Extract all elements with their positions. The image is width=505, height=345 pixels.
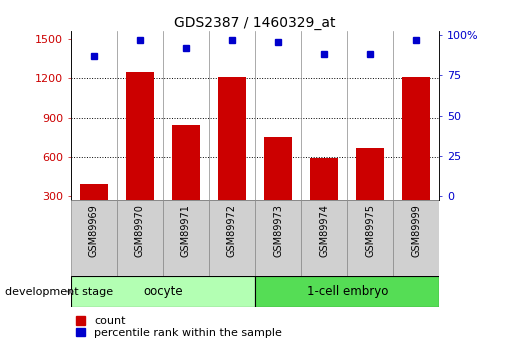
Title: GDS2387 / 1460329_at: GDS2387 / 1460329_at xyxy=(174,16,336,30)
Bar xyxy=(255,276,439,307)
Bar xyxy=(172,125,200,236)
Bar xyxy=(218,77,246,236)
Bar xyxy=(311,158,338,236)
Bar xyxy=(117,200,163,276)
Bar xyxy=(264,137,292,236)
Bar xyxy=(71,276,255,307)
Bar xyxy=(255,200,301,276)
Bar xyxy=(163,200,209,276)
Bar xyxy=(301,200,347,276)
Text: GSM89974: GSM89974 xyxy=(319,204,329,257)
Text: GSM89969: GSM89969 xyxy=(89,204,99,257)
Bar xyxy=(393,200,439,276)
Bar xyxy=(71,200,117,276)
Text: GSM89972: GSM89972 xyxy=(227,204,237,257)
Text: GSM89975: GSM89975 xyxy=(365,204,375,257)
Legend: count, percentile rank within the sample: count, percentile rank within the sample xyxy=(76,316,282,338)
Bar xyxy=(347,200,393,276)
Text: GSM89973: GSM89973 xyxy=(273,204,283,257)
Text: 1-cell embryo: 1-cell embryo xyxy=(307,285,388,298)
Text: GSM89970: GSM89970 xyxy=(135,204,145,257)
Bar xyxy=(80,184,108,236)
Text: development stage: development stage xyxy=(5,287,113,296)
Bar xyxy=(209,200,255,276)
Bar xyxy=(126,72,154,236)
Text: oocyte: oocyte xyxy=(143,285,183,298)
Text: GSM89971: GSM89971 xyxy=(181,204,191,257)
Text: GSM89999: GSM89999 xyxy=(411,204,421,257)
Bar xyxy=(357,148,384,236)
Bar xyxy=(402,77,430,236)
